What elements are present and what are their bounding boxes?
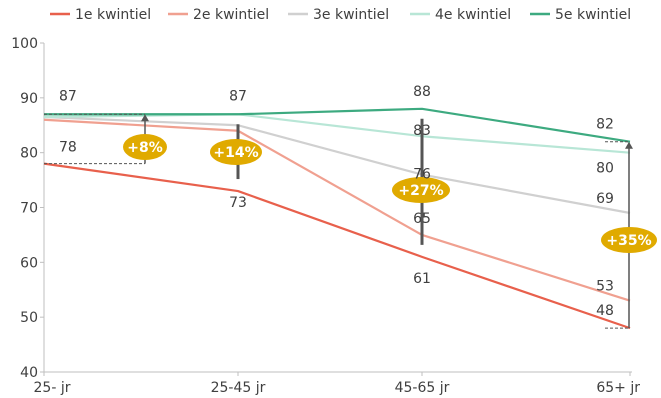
y-tick-label: 70 bbox=[20, 201, 38, 217]
series-line bbox=[43, 115, 631, 215]
legend-label: 3e kwintiel bbox=[313, 7, 389, 23]
gap-badge bbox=[392, 177, 450, 203]
gap-arrow-head bbox=[625, 141, 633, 149]
x-tick-label: 25-45 jr bbox=[211, 380, 266, 396]
legend-label: 2e kwintiel bbox=[193, 7, 269, 23]
x-tick-label: 45-65 jr bbox=[395, 380, 450, 396]
data-label: 65 bbox=[413, 211, 431, 227]
legend-label: 4e kwintiel bbox=[435, 7, 511, 23]
gap-badge-label: +8% bbox=[127, 140, 163, 156]
data-label: 87 bbox=[229, 88, 247, 104]
series-line bbox=[43, 113, 631, 154]
gap-arrow-head bbox=[141, 114, 149, 122]
legend-label: 1e kwintiel bbox=[75, 7, 151, 23]
gap-badge bbox=[210, 139, 262, 165]
data-label: 82 bbox=[596, 117, 614, 133]
chart-legend: 1e kwintiel 2e kwintiel 3e kwintiel 4e kwin… bbox=[50, 7, 631, 23]
gap-badge-label: +27% bbox=[398, 183, 443, 199]
y-tick-label: 90 bbox=[20, 91, 38, 107]
data-label: 83 bbox=[413, 123, 431, 139]
data-label: 69 bbox=[596, 191, 614, 207]
gap-badge bbox=[123, 134, 167, 160]
chart-series bbox=[43, 107, 631, 330]
series-line bbox=[43, 118, 631, 302]
gap-badge-label: +35% bbox=[606, 233, 651, 249]
data-label: 53 bbox=[596, 279, 614, 295]
x-tick-label: 65+ jr bbox=[596, 380, 640, 396]
y-tick-label: 50 bbox=[20, 310, 38, 326]
y-tick-label: 40 bbox=[20, 365, 38, 381]
y-tick-label: 80 bbox=[20, 146, 38, 162]
series-line bbox=[43, 162, 631, 330]
gap-badge-label: +14% bbox=[213, 145, 258, 161]
data-label: 73 bbox=[229, 195, 247, 211]
data-labels: 87 78 87 73 88 83 76 65 61 82 80 69 53 48 bbox=[59, 84, 614, 319]
data-label: 87 bbox=[59, 88, 77, 104]
y-tick-label: 100 bbox=[11, 36, 38, 52]
data-label: 80 bbox=[596, 161, 614, 177]
data-label: 76 bbox=[413, 167, 431, 183]
legend-label: 5e kwintiel bbox=[555, 7, 631, 23]
gap-badge bbox=[601, 227, 657, 253]
data-label: 88 bbox=[413, 84, 431, 100]
gap-annotations: +8% +14% +27% +35% bbox=[44, 113, 657, 329]
data-label: 61 bbox=[413, 271, 431, 287]
data-label: 78 bbox=[59, 140, 77, 156]
y-tick-label: 60 bbox=[20, 255, 38, 271]
x-tick-label: 25- jr bbox=[34, 380, 71, 396]
data-label: 48 bbox=[596, 303, 614, 319]
